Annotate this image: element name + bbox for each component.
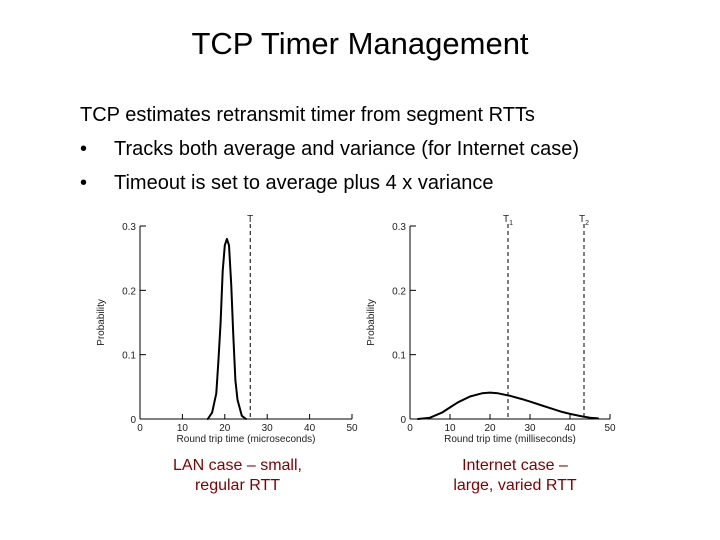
y-tick-label: 0.2 <box>392 286 406 297</box>
x-tick-label: 50 <box>604 423 616 434</box>
bullet-marker: • <box>80 172 88 194</box>
y-tick-label: 0.2 <box>122 286 136 297</box>
right-caption: Internet case – large, varied RTT <box>425 456 605 496</box>
lead-text: TCP estimates retransmit timer from segm… <box>80 104 535 126</box>
x-tick-label: 10 <box>177 423 189 434</box>
x-tick-label: 0 <box>407 423 413 434</box>
bullet-text: Timeout is set to average plus 4 x varia… <box>114 172 494 194</box>
timeout-marker-label: T <box>247 214 253 225</box>
x-tick-label: 50 <box>346 423 358 434</box>
x-tick-label: 30 <box>524 423 536 434</box>
x-tick-label: 40 <box>564 423 576 434</box>
y-tick-label: 0.3 <box>122 222 136 233</box>
timeout-marker-label: T1 <box>503 214 513 227</box>
y-tick-label: 0.1 <box>122 351 136 362</box>
slide-title: TCP Timer Management <box>191 26 529 61</box>
bullet-marker: • <box>80 138 88 160</box>
x-tick-label: 40 <box>304 423 316 434</box>
x-axis-title: Round trip time (microseconds) <box>177 434 316 445</box>
bullet-text: Tracks both average and variance (for In… <box>114 138 580 160</box>
bullet-item: • Tracks both average and variance (for I… <box>80 138 579 161</box>
rtt-distribution-curve <box>206 237 247 420</box>
timeout-marker-label: T2 <box>579 214 589 227</box>
bullet-item: • Timeout is set to average plus 4 x vari… <box>80 172 493 195</box>
y-axis-title: Probability <box>96 299 107 346</box>
y-tick-label: 0.3 <box>392 222 406 233</box>
left-caption-line: regular RTT <box>194 477 281 494</box>
x-tick-label: 30 <box>262 423 274 434</box>
x-axis-title: Round trip time (milliseconds) <box>444 434 576 445</box>
rtt-distribution-charts: 0 0.1 0.2 0.3 0 10 20 30 40 50 Round trip time (mi… <box>96 214 616 445</box>
left-caption-line: LAN case – small, <box>173 457 302 474</box>
y-tick-label: 0 <box>400 415 406 426</box>
y-tick-label: 0 <box>130 415 136 426</box>
right-caption-line: Internet case – <box>462 457 568 474</box>
x-tick-label: 20 <box>219 423 231 434</box>
x-tick-label: 10 <box>444 423 456 434</box>
right-caption-line: large, varied RTT <box>453 477 577 494</box>
y-tick-label: 0.1 <box>392 351 406 362</box>
y-axis-title: Probability <box>366 299 377 346</box>
left-caption: LAN case – small, regular RTT <box>150 456 325 496</box>
x-tick-label: 20 <box>484 423 496 434</box>
rtt-distribution-curve <box>417 391 599 420</box>
x-tick-label: 0 <box>137 423 143 434</box>
